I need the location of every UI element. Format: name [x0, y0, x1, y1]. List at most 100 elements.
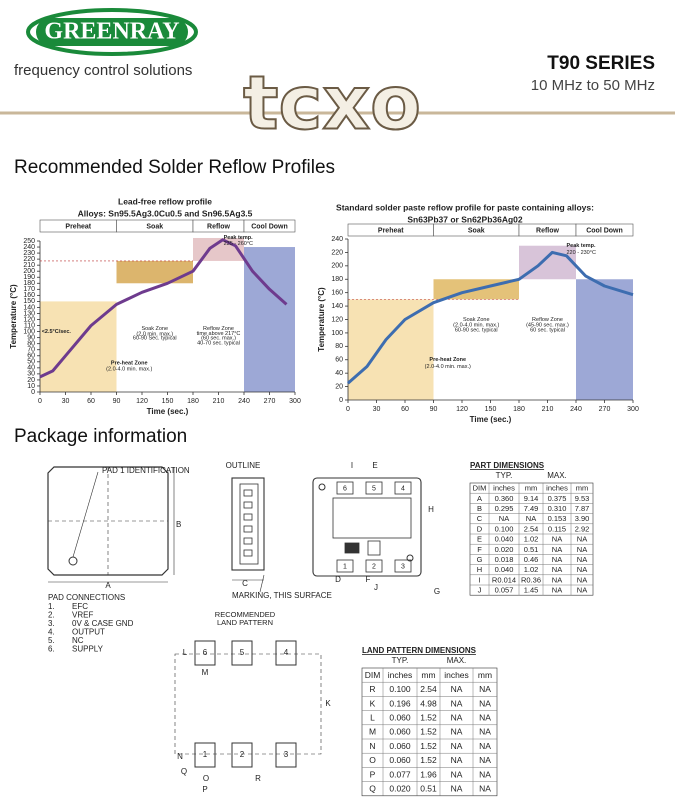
dim-letter: P: [202, 785, 207, 794]
outline-detail: [243, 525, 253, 533]
zone-label: Reflow: [536, 227, 560, 234]
y-tick-label: 80: [335, 343, 343, 350]
table-cell: 0.040: [495, 535, 514, 544]
pad-label: 5: [372, 485, 376, 492]
table-cell: 0.375: [548, 494, 567, 503]
table-cell: 7.87: [575, 504, 590, 513]
y-tick-label: 140: [331, 303, 343, 310]
table-cell: 1.52: [420, 727, 437, 737]
table-cell: K: [370, 698, 376, 708]
outline-title: OUTLINE: [226, 461, 261, 470]
table-cell: NA: [552, 555, 562, 564]
land-pad: [194, 640, 216, 666]
table-cell: NA: [552, 535, 562, 544]
outline-detail: [243, 537, 253, 545]
table-cell: NA: [577, 555, 587, 564]
pad-label: 2: [372, 563, 376, 570]
table-cell: 0.196: [389, 698, 411, 708]
y-tick-label: 200: [23, 268, 35, 275]
y-tick-label: 40: [27, 365, 35, 372]
table-cell: E: [477, 535, 482, 544]
dim-letter: O: [203, 774, 209, 783]
y-tick-label: 160: [23, 292, 35, 299]
land-pad: [231, 742, 253, 768]
land-pad: [275, 640, 297, 666]
table-cell: NA: [451, 769, 463, 779]
table-cell: 0.46: [524, 555, 539, 564]
dim-letter: Q: [181, 767, 187, 776]
annotation: Reflow Zone: [203, 326, 234, 332]
y-tick-label: 10: [27, 383, 35, 390]
dim-letter: N: [177, 752, 183, 761]
outline-detail: [239, 483, 259, 565]
bottom-pad: [365, 559, 383, 573]
y-tick-label: 120: [23, 316, 35, 323]
annotation: time above 217°C: [197, 331, 241, 337]
dim-letter: K: [325, 699, 331, 708]
y-tick-label: 90: [27, 334, 35, 341]
table-cell: 0.115: [548, 524, 566, 533]
axis-title: Time (sec.): [147, 407, 189, 416]
pad-label: 6: [203, 648, 208, 657]
x-tick-label: 240: [238, 398, 250, 405]
table-cell: NA: [451, 712, 463, 722]
column-header: mm: [525, 484, 538, 493]
x-tick-label: 210: [213, 398, 225, 405]
logo-band: [36, 18, 188, 46]
table-cell: 3.90: [575, 514, 590, 523]
bottom-pad: [336, 559, 354, 573]
table-frame: [469, 482, 594, 596]
y-tick-label: 30: [27, 371, 35, 378]
table-cell: 1.52: [420, 755, 437, 765]
pad-label: 1: [203, 750, 208, 759]
table-cell: 1.45: [524, 586, 539, 595]
table-cell: NA: [577, 535, 587, 544]
table-cell: 4.98: [420, 698, 437, 708]
table-cell: 0.060: [389, 741, 411, 751]
axis-title: Temperature (°C): [9, 284, 18, 349]
y-tick-label: 20: [335, 383, 343, 390]
table-cell: NA: [479, 727, 491, 737]
zone-label: Cool Down: [251, 223, 288, 230]
y-tick-label: 140: [23, 304, 35, 311]
zone-label: Soak: [146, 223, 163, 230]
group-header: TYP.: [392, 656, 409, 665]
chart-title: Alloys: Sn95.5Ag3.0Cu0.5 and Sn96.5Ag3.5: [78, 208, 253, 218]
land-pad: [275, 742, 297, 768]
table-cell: 0.360: [495, 494, 514, 503]
x-tick-label: 300: [627, 406, 639, 413]
dim-letter: J: [374, 583, 378, 592]
table-cell: 7.49: [524, 504, 539, 513]
table-cell: NA: [479, 755, 491, 765]
table-cell: NA: [479, 698, 491, 708]
x-tick-label: 0: [38, 398, 42, 405]
axis-title: Time (sec.): [470, 415, 512, 424]
table-title: PART DIMENSIONS: [470, 461, 545, 470]
dim-letter: F: [366, 575, 371, 584]
annotation: Pre-heat Zone: [111, 360, 148, 366]
table-cell: NA: [479, 769, 491, 779]
y-tick-label: 210: [23, 262, 35, 269]
x-tick-label: 90: [430, 406, 438, 413]
dim-letter: D: [335, 575, 341, 584]
table-cell: P: [370, 769, 376, 779]
x-tick-label: 150: [485, 406, 497, 413]
table-cell: NA: [451, 755, 463, 765]
y-tick-label: 100: [23, 328, 35, 335]
table-cell: 1.96: [420, 769, 437, 779]
dim-letter: I: [351, 461, 353, 470]
table-cell: 0.020: [389, 783, 411, 793]
table-cell: F: [477, 545, 482, 554]
table-cell: NA: [499, 514, 509, 523]
leader: [259, 574, 265, 593]
pad-label: 4: [284, 648, 289, 657]
column-header: DIM: [473, 484, 487, 493]
annotation: 60 sec. typical: [530, 328, 565, 334]
bottom-pad: [394, 559, 412, 573]
table-cell: R: [369, 684, 375, 694]
table-cell: 1.02: [524, 565, 539, 574]
outline-detail: [243, 489, 253, 497]
y-tick-label: 60: [335, 357, 343, 364]
zone-band: [243, 219, 296, 233]
dim-letter: C: [242, 579, 248, 588]
